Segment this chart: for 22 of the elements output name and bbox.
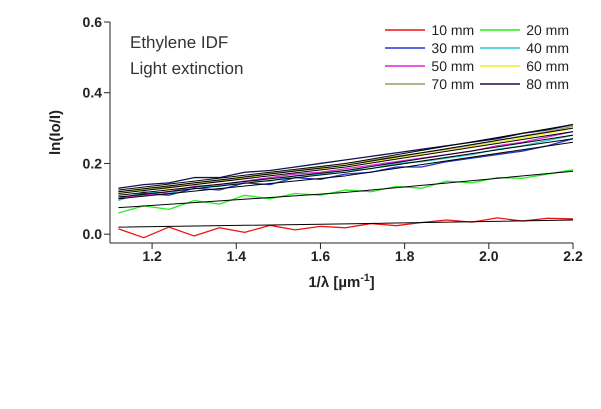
legend-label: 20 mm (526, 22, 569, 38)
annotation: Light extinction (130, 58, 244, 80)
y-tick-label: 0.4 (82, 84, 102, 101)
y-tick-label: 0.0 (82, 226, 102, 242)
x-axis-title: 1/λ [µm$^{-1}$] (308, 272, 375, 291)
x-tick-label: 1.8 (394, 248, 415, 264)
x-tick-label: 1.2 (142, 248, 162, 264)
legend-label: 40 mm (526, 40, 569, 56)
legend-label: 70 mm (431, 76, 474, 92)
x-tick-label: 1.4 (226, 248, 246, 264)
y-tick-label: 0.6 (82, 14, 102, 30)
y-axis-title: ln(Io/I) (47, 110, 64, 155)
legend-label: 30 mm (431, 40, 474, 56)
x-tick-label: 2.2 (563, 248, 583, 264)
legend-label: 60 mm (526, 58, 569, 74)
legend-label: 50 mm (431, 58, 474, 74)
x-tick-label: 1.6 (310, 248, 330, 264)
legend-label: 80 mm (526, 76, 569, 92)
x-tick-label: 2.0 (479, 248, 499, 264)
annotation: Ethylene IDF (130, 32, 230, 54)
y-tick-label: 0.2 (82, 155, 102, 172)
legend-label: 10 mm (431, 22, 474, 38)
